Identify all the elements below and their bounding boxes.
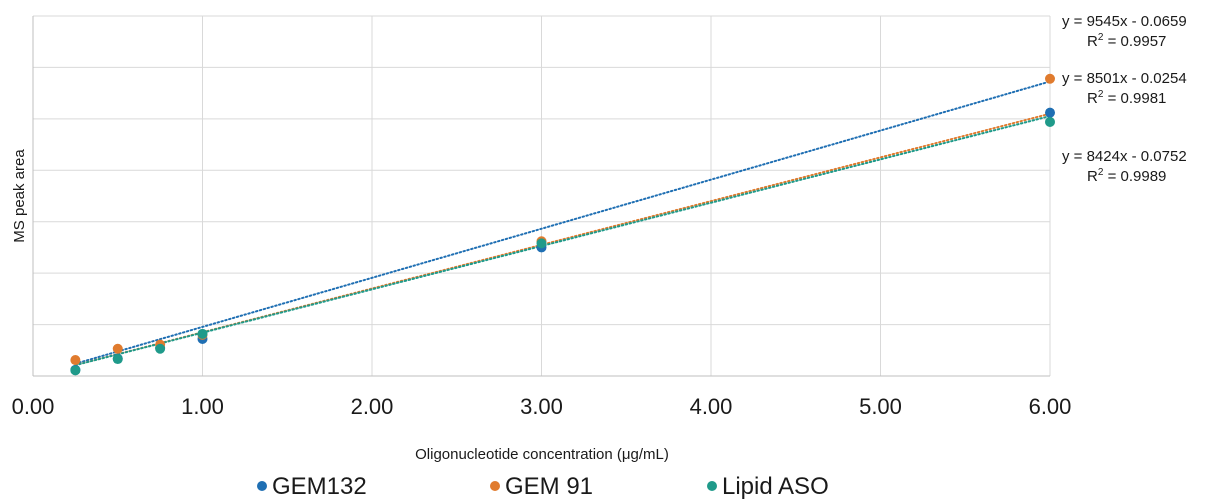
data-point	[1045, 107, 1055, 118]
data-point	[1045, 116, 1055, 127]
data-point	[536, 238, 547, 249]
legend-label: GEM 91	[505, 473, 593, 500]
data-point	[155, 343, 166, 354]
trendline-equation: y = 8424x - 0.0752	[1062, 148, 1187, 165]
x-tick-label: 2.00	[351, 394, 394, 419]
trendline-r-squared: R2 = 0.9989	[1087, 167, 1166, 185]
legend-label: Lipid ASO	[722, 473, 829, 500]
data-point	[70, 355, 81, 366]
data-point	[197, 328, 208, 339]
legend-marker	[707, 481, 717, 491]
y-axis-title: MS peak area	[11, 149, 28, 243]
data-point	[70, 365, 81, 376]
trendline-equation: y = 9545x - 0.0659	[1062, 13, 1187, 30]
legend-item: GEM 91	[490, 473, 593, 500]
axes	[32, 16, 1050, 377]
grid	[33, 15, 1051, 376]
x-tick-label: 6.00	[1029, 394, 1072, 419]
x-axis-title: Oligonucleotide concentration (μg/mL)	[415, 446, 669, 463]
data-point	[112, 354, 123, 365]
trendline	[74, 115, 1051, 367]
legend-item: Lipid ASO	[707, 473, 829, 500]
data-points	[70, 73, 1055, 376]
x-tick-label: 1.00	[181, 394, 224, 419]
trendline-r-squared: R2 = 0.9957	[1087, 32, 1166, 50]
x-tick-label: 3.00	[520, 394, 563, 419]
trendline-equation: y = 8501x - 0.0254	[1062, 70, 1187, 87]
legend-marker	[257, 481, 267, 491]
trendline-r-squared: R2 = 0.9981	[1087, 89, 1166, 107]
x-tick-label: 4.00	[690, 394, 733, 419]
trendline	[74, 112, 1051, 367]
x-tick-label: 0.00	[12, 394, 55, 419]
legend-label: GEM132	[272, 473, 367, 500]
legend-item: GEM132	[257, 473, 367, 500]
x-tick-labels: 0.00 1.00 2.00 3.00 4.00 5.00 6.00	[12, 394, 1072, 419]
trendline	[74, 80, 1051, 365]
x-tick-label: 5.00	[859, 394, 902, 419]
data-point	[1045, 73, 1055, 84]
legend: GEM132 GEM 91 Lipid ASO	[257, 473, 829, 500]
trendline-equations: y = 9545x - 0.0659 R2 = 0.9957 y = 8501x -…	[1062, 13, 1187, 185]
trendlines	[74, 80, 1051, 367]
data-point	[112, 343, 123, 354]
legend-marker	[490, 481, 500, 491]
